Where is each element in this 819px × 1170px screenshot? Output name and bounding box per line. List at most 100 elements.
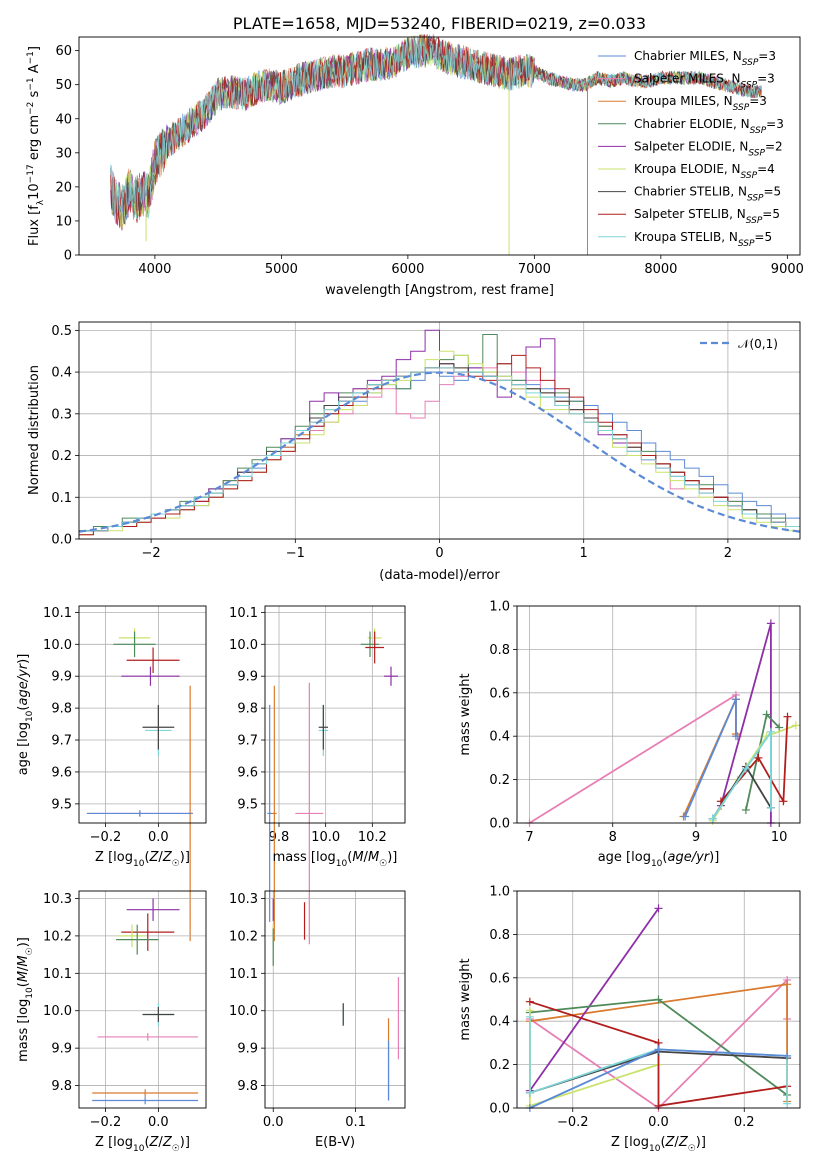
weight-vs-age-ytick-label: 1.0 — [489, 600, 510, 615]
weight-vs-age-ylabel: mass weight — [458, 673, 473, 755]
age-vs-z-ytick-label: 9.8 — [51, 702, 72, 717]
spectrum-ytick-label: 10 — [55, 214, 72, 229]
weight-vs-z-xtick-label: −0.2 — [557, 1115, 589, 1130]
weight-vs-age-xtick-label: 10 — [771, 830, 788, 845]
mass-vs-ebv-ytick-label: 9.8 — [237, 1079, 258, 1094]
legend-label-salpeter_elodie: Salpeter ELODIE, NSSP=2 — [634, 139, 783, 158]
weight-vs-age-ytick-label: 0.6 — [489, 686, 510, 701]
age-vs-mass-xlabel: mass [log10(M/M☉)] — [273, 850, 398, 869]
mass-vs-z-ytick-label: 10.3 — [43, 892, 72, 907]
age-vs-mass-frame — [264, 605, 406, 824]
spectrum-line-kroupa_stelib — [110, 35, 763, 221]
weight-vs-age-ytick-label: 0.8 — [489, 643, 510, 658]
age-vs-z-ytick-label: 9.5 — [51, 797, 72, 812]
legend-label-kroupa_stelib: Kroupa STELIB, NSSP=5 — [634, 230, 772, 249]
hist-ytick-label: 0.1 — [51, 491, 72, 506]
spectrum-xtick-label: 6000 — [391, 262, 424, 277]
mass-vs-z-ylabel: mass [log10(M/M☉)] — [16, 937, 35, 1062]
hist-xtick-label: 0 — [435, 546, 443, 561]
mass-vs-ebv-ytick-label: 10.3 — [229, 892, 258, 907]
age-vs-z-ytick-label: 9.9 — [51, 670, 72, 685]
weight-vs-z-ytick-label: 0.6 — [489, 971, 510, 986]
weight-vs-z-xtick-label: 0.2 — [734, 1115, 755, 1130]
mass-vs-z-ytick-label: 10.1 — [43, 967, 72, 982]
hist-frame — [78, 321, 801, 540]
chart-title: PLATE=1658, MJD=53240, FIBERID=0219, z=0… — [233, 14, 646, 33]
spectrum-ytick-label: 0 — [64, 249, 72, 264]
weight-vs-age-xtick-label: 9 — [692, 830, 700, 845]
age-vs-z-ytick-label: 10.0 — [43, 638, 72, 653]
weight-vs-z-ytick-label: 0.4 — [489, 1015, 510, 1030]
hist-ytick-label: 0.4 — [51, 366, 72, 381]
age-vs-z-xtick-label: 0.0 — [148, 830, 169, 845]
weight-vs-age-xlabel: age [log10(age/yr)] — [598, 850, 720, 869]
hist-ylabel: Normed distribution — [27, 365, 42, 495]
mass-vs-ebv-xtick-label: 0.1 — [345, 1115, 366, 1130]
spectrum-xtick-label: 8000 — [644, 262, 677, 277]
spectrum-lines — [110, 33, 763, 231]
weight-vs-age-xtick-label: 8 — [609, 830, 617, 845]
hist-xlabel: (data-model)/error — [379, 568, 500, 583]
legend-label-salpeter_miles: Salpeter MILES, NSSP=3 — [634, 72, 775, 91]
spectrum-ytick-label: 60 — [55, 44, 72, 59]
age-vs-mass-ytick-label: 9.6 — [237, 765, 258, 780]
weight-vs-z-ytick-label: 0.0 — [489, 1102, 510, 1117]
age-vs-mass-ytick-label: 9.8 — [237, 702, 258, 717]
mass-vs-z-xlabel: Z [log10(Z/Z☉)] — [95, 1135, 190, 1154]
weight-vs-age-line-chabrier_miles — [684, 698, 737, 817]
age-vs-z-frame — [78, 605, 207, 824]
age-vs-mass-ytick-label: 10.1 — [229, 606, 258, 621]
legend-label-salpeter_stelib: Salpeter STELIB, NSSP=5 — [634, 207, 780, 226]
weight-vs-z-ylabel: mass weight — [458, 958, 473, 1040]
legend-label-chabrier_miles: Chabrier MILES, NSSP=3 — [634, 49, 776, 68]
age-vs-z-ytick-label: 9.7 — [51, 734, 72, 749]
age-vs-z-xtick-label: −0.2 — [90, 830, 122, 845]
age-vs-mass-xtick-label: 10.2 — [358, 830, 387, 845]
weight-vs-age-ytick-label: 0.2 — [489, 773, 510, 788]
age-vs-z-xlabel: Z [log10(Z/Z☉)] — [95, 850, 190, 869]
weight-vs-age-ytick-label: 0.0 — [489, 817, 510, 832]
weight-vs-z-line-salpeter_stelib — [529, 1000, 788, 1107]
weight-vs-z-ytick-label: 0.2 — [489, 1058, 510, 1073]
mass-vs-z-xtick-label: −0.2 — [90, 1115, 122, 1130]
age-vs-mass-xtick-label: 9.8 — [269, 830, 290, 845]
hist-series-kroupa_stelib — [79, 367, 800, 532]
legend-label-chabrier_stelib: Chabrier STELIB, NSSP=5 — [634, 185, 781, 204]
weight-vs-z-xlabel: Z [log10(Z/Z☉)] — [611, 1135, 706, 1154]
weight-vs-z-frame — [516, 890, 801, 1109]
legend-label-chabrier_elodie: Chabrier ELODIE, NSSP=3 — [634, 117, 784, 136]
legend-label-kroupa_elodie: Kroupa ELODIE, NSSP=4 — [634, 162, 775, 181]
weight-vs-z-line-salpeter_elodie — [529, 907, 660, 1092]
weight-vs-age-ytick-label: 0.4 — [489, 730, 510, 745]
spectrum-xlabel: wavelength [Angstrom, rest frame] — [325, 283, 554, 298]
mass-vs-ebv-ytick-label: 10.2 — [229, 929, 258, 944]
mass-vs-z-xtick-label: 0.0 — [148, 1115, 169, 1130]
spectrum-ytick-label: 50 — [55, 78, 72, 93]
age-vs-z-ytick-label: 10.1 — [43, 606, 72, 621]
hist-gaussian-line — [78, 371, 801, 533]
weight-vs-z-ytick-label: 0.8 — [489, 928, 510, 943]
mass-vs-ebv-ytick-label: 10.1 — [229, 967, 258, 982]
age-vs-z-ylabel: age [log10(age/yr)] — [16, 654, 35, 776]
spectrum-ytick-label: 20 — [55, 180, 72, 195]
mass-vs-ebv-frame — [264, 890, 406, 1109]
hist-ytick-label: 0.2 — [51, 449, 72, 464]
weight-vs-z-xtick-label: 0.0 — [648, 1115, 669, 1130]
hist-xtick-label: −1 — [286, 546, 305, 561]
age-vs-z-ytick-label: 9.6 — [51, 765, 72, 780]
spectrum-xtick-label: 5000 — [265, 262, 298, 277]
hist-ytick-label: 0.5 — [51, 324, 72, 339]
age-vs-mass-ytick-label: 9.5 — [237, 797, 258, 812]
mass-vs-z-ytick-label: 10.2 — [43, 929, 72, 944]
mass-vs-ebv-xtick-label: 0.0 — [263, 1115, 284, 1130]
weight-vs-age-xtick-label: 7 — [525, 830, 533, 845]
hist-xtick-label: −2 — [142, 546, 161, 561]
mass-vs-ebv-ytick-label: 9.9 — [237, 1042, 258, 1057]
hist-legend-label: 𝒩(0,1) — [738, 337, 778, 351]
spectrum-xtick-label: 7000 — [518, 262, 551, 277]
age-vs-mass-ytick-label: 10.0 — [229, 638, 258, 653]
mass-vs-z-frame — [78, 890, 207, 1109]
spectrum-ytick-label: 40 — [55, 112, 72, 127]
age-vs-mass-xtick-label: 10.0 — [311, 830, 340, 845]
